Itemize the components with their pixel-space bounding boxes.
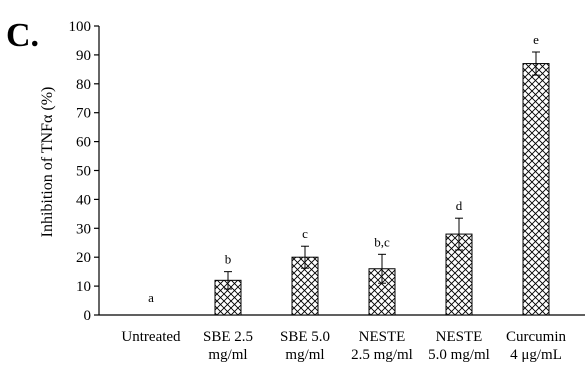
x-tick-label: Untreated — [121, 329, 181, 345]
x-tick-label: NESTE 5.0 mg/ml — [428, 329, 490, 363]
x-tick-label-line: NESTE — [436, 329, 483, 345]
y-tick-label: 30 — [76, 221, 91, 237]
bar — [522, 63, 550, 316]
y-axis-title: Inhibition of TNFα (%) — [39, 87, 56, 238]
x-tick-label-line: Curcumin — [506, 329, 566, 345]
x-tick-label: SBE 2.5 mg/ml — [203, 329, 253, 363]
panel-label: C. — [6, 17, 39, 54]
bar — [214, 279, 242, 316]
x-tick-label-line: Untreated — [121, 329, 181, 345]
x-tick-label-line: 4 μg/mL — [510, 347, 562, 363]
x-tick-label-line: NESTE — [359, 329, 406, 345]
significance-label: a — [148, 290, 154, 305]
bars: a b c b,c d e — [148, 32, 550, 316]
x-labels: Untreated SBE 2.5 mg/ml SBE 5.0 mg/ml NESTE 2.… — [121, 329, 566, 363]
y-tick-label: 100 — [69, 19, 92, 35]
y-tick-label: 0 — [84, 308, 92, 324]
y-tick-label: 90 — [76, 48, 91, 64]
x-tick-label-line: SBE 2.5 — [203, 329, 253, 345]
y-tick-label: 50 — [76, 164, 91, 180]
x-tick-label: SBE 5.0 mg/ml — [280, 329, 330, 363]
x-tick-label: NESTE 2.5 mg/ml — [351, 329, 413, 363]
y-tick-label: 70 — [76, 106, 91, 122]
significance-label: b — [225, 252, 232, 267]
significance-label: d — [456, 198, 463, 213]
x-tick-label-line: SBE 5.0 — [280, 329, 330, 345]
y-tick-label: 10 — [76, 279, 91, 295]
x-tick-label-line: 5.0 mg/ml — [428, 347, 490, 363]
significance-label: c — [302, 226, 308, 241]
y-tick-label: 80 — [76, 77, 91, 93]
x-tick-label: Curcumin 4 μg/mL — [506, 329, 566, 363]
x-tick-label-line: mg/ml — [285, 347, 324, 363]
y-tick-label: 20 — [76, 250, 91, 266]
y-tick-label: 60 — [76, 135, 91, 151]
y-ticks: 0 10 20 30 40 50 60 70 80 90 100 — [69, 19, 99, 324]
x-tick-label-line: 2.5 mg/ml — [351, 347, 413, 363]
significance-label: b,c — [374, 234, 390, 249]
significance-label: e — [533, 32, 539, 47]
y-tick-label: 40 — [76, 192, 91, 208]
x-tick-label-line: mg/ml — [208, 347, 247, 363]
